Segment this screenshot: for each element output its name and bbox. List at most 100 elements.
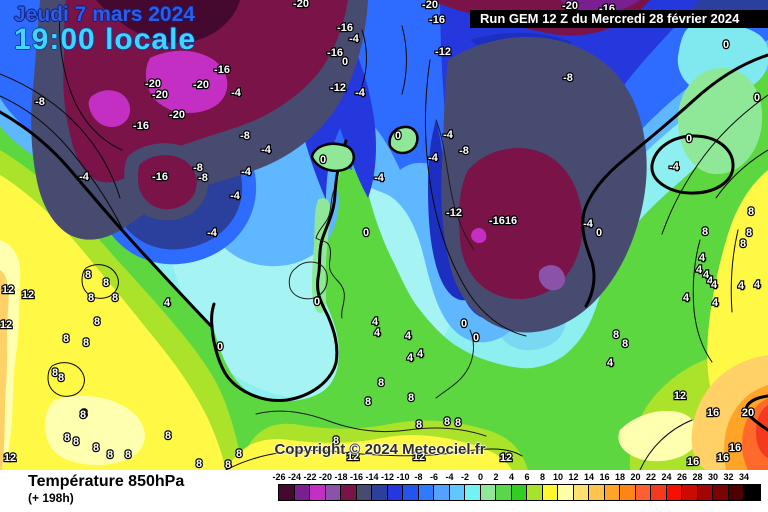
temp-label: -4 — [261, 144, 272, 156]
contour-contour-right-vert-1 — [692, 239, 713, 363]
contour-contour-greenland-inner — [59, 9, 123, 151]
temp-label: 8 — [52, 367, 58, 379]
scale-color-block — [558, 485, 574, 500]
temp-label: 16 — [707, 407, 719, 419]
scale-color-block — [310, 485, 326, 500]
temp-label: 8 — [378, 377, 384, 389]
contour-coast-denmark — [435, 329, 474, 399]
temp-label: 8 — [622, 338, 628, 350]
temp-label: -4 — [231, 87, 242, 99]
temp-label: 4 — [372, 316, 379, 328]
region-red-corner-patch — [756, 405, 768, 458]
temp-label: -4 — [443, 129, 454, 141]
scale-tick-label: 2 — [493, 472, 499, 482]
contour-contour-spain-ring-2 — [47, 362, 85, 397]
contour-contour-top-ring-1 — [361, 29, 367, 87]
scale-color-block — [682, 485, 698, 500]
region-paleyellow-mid — [44, 395, 145, 465]
scale-color-block — [387, 485, 403, 500]
temp-label: 8 — [125, 449, 131, 461]
temp-label: 0 — [754, 92, 760, 104]
temp-label: 4 — [703, 269, 710, 281]
scale-color-block — [635, 485, 651, 500]
temp-label: 0 — [686, 133, 692, 145]
temp-label: 0 — [461, 318, 467, 330]
scale-color-block — [372, 485, 388, 500]
temp-label: 8 — [740, 238, 746, 250]
temp-label: 8 — [444, 416, 450, 428]
temp-label: 12 — [4, 452, 16, 464]
temp-label: 12 — [0, 319, 12, 331]
scale-tick-label: 32 — [723, 472, 734, 482]
temp-label: 8 — [103, 277, 109, 289]
scale-color-block — [728, 485, 744, 500]
temp-label: -16 — [337, 22, 353, 34]
contour-contour-top-ring-2 — [401, 25, 407, 95]
scale-tick-label: -2 — [460, 472, 470, 482]
contour-bold-zero-line-west — [0, 110, 214, 329]
temp-label: 4 — [405, 330, 412, 342]
contour-jan-mayen-outline — [388, 125, 419, 155]
color-scale-labels: -26 -24 -22 -20 -18 -16 -14 -12 -10 -8 -6 -4 -2 0 2 4 6 8… — [272, 472, 764, 483]
temp-label: 16 — [729, 442, 741, 454]
temp-label: -8 — [563, 72, 573, 84]
contour-contour-nw-2 — [0, 95, 123, 229]
scale-tick-label: 10 — [552, 472, 564, 482]
temp-label: 8 — [165, 430, 171, 442]
temp-label: -20 — [422, 0, 438, 11]
temp-label: 8 — [81, 408, 87, 420]
temp-label: 0 — [217, 341, 223, 353]
temp-label: -20 — [293, 0, 309, 10]
region-maroon-pool-scandinavia — [458, 148, 583, 300]
temp-label: 12 — [22, 289, 34, 301]
temp-label: -8 — [35, 96, 45, 108]
temp-label: 12 — [347, 451, 359, 463]
contour-contour-right-vert-2 — [730, 229, 739, 313]
temp-label: -20 — [562, 0, 578, 12]
temp-label: 8 — [455, 417, 461, 429]
temp-label: -4 — [583, 218, 594, 230]
color-scale: -26 -24 -22 -20 -18 -16 -14 -12 -10 -8 -6 -4 -2 0 2 4 6 8… — [272, 472, 764, 506]
copyright-text: Copyright © 2024 Meteociel.fr — [274, 441, 486, 458]
temp-label: 8 — [107, 449, 113, 461]
temp-label: -4 — [230, 190, 241, 202]
temp-label: 16 — [717, 452, 729, 464]
scale-color-block — [527, 485, 543, 500]
contour-contour-spain-ring-1 — [81, 264, 119, 299]
temp-label: -8 — [459, 145, 469, 157]
scale-color-block — [294, 485, 310, 500]
scale-color-block — [496, 485, 512, 500]
scale-tick-label: 30 — [707, 472, 719, 482]
temp-label: -20 — [193, 79, 209, 91]
temp-label: 12 — [674, 390, 686, 402]
temp-label: 8 — [416, 419, 422, 431]
temp-label: -16 — [214, 64, 230, 76]
scale-tick-label: -26 — [272, 472, 286, 482]
temp-label: 4 — [711, 279, 718, 291]
temp-label: 0 — [314, 296, 320, 308]
scale-color-block — [465, 485, 481, 500]
temp-label: 8 — [83, 337, 89, 349]
temp-label: -20 — [145, 78, 161, 90]
temp-label: 8 — [702, 226, 708, 238]
contour-coast-mediterranean — [255, 410, 487, 437]
temp-label: -16 — [133, 120, 149, 132]
temp-label: 4 — [696, 264, 703, 276]
scale-tick-label: 18 — [614, 472, 626, 482]
scale-color-block — [604, 485, 620, 500]
temp-label: -8 — [193, 162, 203, 174]
temp-label: 0 — [363, 227, 369, 239]
scale-color-block — [279, 485, 295, 500]
temp-label: -8 — [198, 172, 208, 184]
contour-contour-se — [639, 419, 693, 470]
temp-label: 4 — [683, 292, 690, 304]
temp-label: 8 — [236, 448, 242, 460]
scale-tick-label: 26 — [676, 472, 688, 482]
region-maroon-pocket — [138, 155, 197, 210]
temp-label: 4 — [164, 297, 171, 309]
temp-label: 8 — [88, 292, 94, 304]
temp-label: 8 — [85, 269, 91, 281]
temp-label: -4 — [669, 161, 680, 173]
scale-color-block — [480, 485, 496, 500]
